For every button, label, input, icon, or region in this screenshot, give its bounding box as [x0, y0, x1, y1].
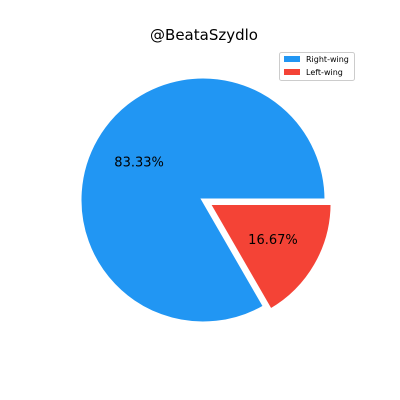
pie-label-left-wing: 16.67% [248, 233, 298, 248]
legend: Right-wing Left-wing [279, 52, 355, 81]
legend-swatch-left-wing [284, 69, 300, 75]
pie-label-right-wing: 83.33% [114, 156, 164, 171]
chart-title: @BeataSzydlo [150, 26, 258, 44]
pie-slices: 83.33% 16.67% [78, 75, 334, 325]
pie-slice-right-wing [78, 75, 328, 325]
legend-label-right-wing: Right-wing [306, 55, 349, 64]
legend-label-left-wing: Left-wing [306, 68, 343, 77]
legend-swatch-right-wing [284, 56, 300, 62]
pie-slice-left-wing [206, 202, 334, 313]
